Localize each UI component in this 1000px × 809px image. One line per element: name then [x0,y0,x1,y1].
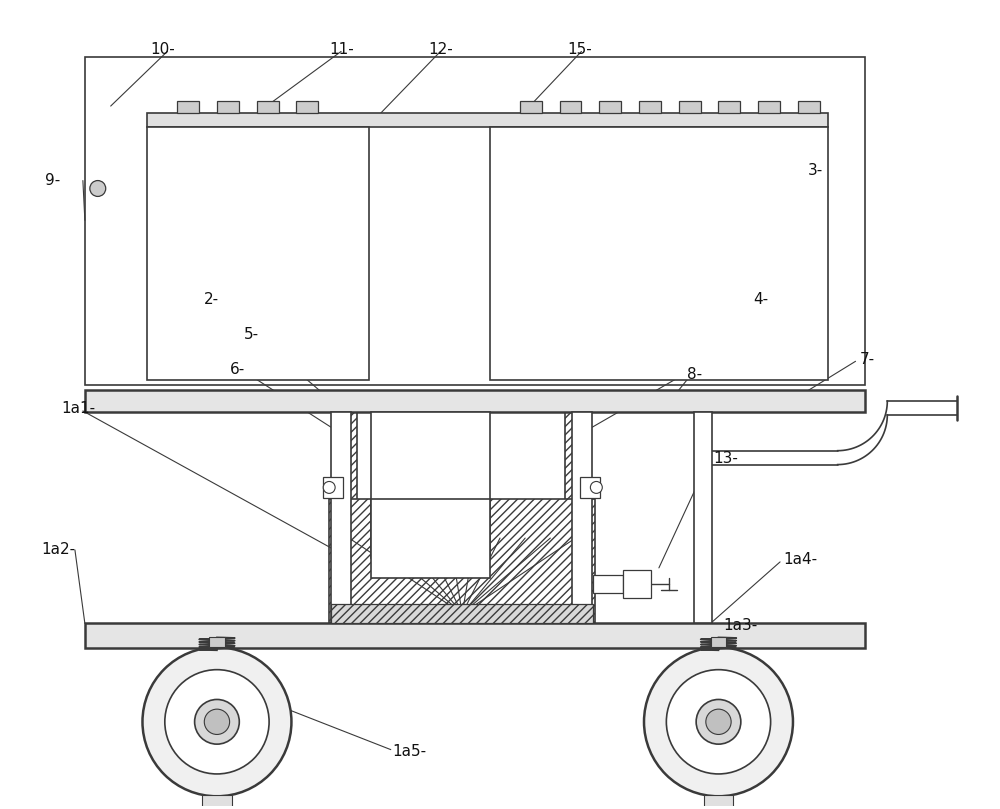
Text: 5-: 5- [244,327,259,342]
Bar [147,113,828,127]
Bar [565,412,582,624]
Bar [329,499,595,624]
Bar [371,499,490,578]
Bar [209,637,225,647]
Text: 10-: 10- [150,42,175,57]
Text: 6-: 6- [230,362,245,377]
Bar [520,101,542,113]
Text: 4-: 4- [753,292,768,307]
Bar [639,101,661,113]
Circle shape [204,709,230,735]
Bar [593,575,623,593]
Text: 9-: 9- [45,173,60,188]
Circle shape [590,481,602,493]
Bar [711,637,726,647]
Bar [798,101,820,113]
Bar [85,624,865,648]
Text: 12-: 12- [428,42,453,57]
Bar [694,412,712,624]
Bar [718,101,740,113]
Text: 1a4-: 1a4- [783,553,817,567]
Text: 1a3-: 1a3- [723,618,758,633]
Bar [580,477,600,498]
Bar [147,127,369,380]
Text: 1a5-: 1a5- [393,744,427,759]
Circle shape [696,700,741,744]
Bar [339,412,357,624]
Bar [257,101,279,113]
Bar [599,101,621,113]
Circle shape [706,709,731,735]
Bar [758,101,780,113]
Circle shape [165,670,269,774]
Bar [85,390,865,412]
Bar [323,477,343,498]
Bar [331,412,351,624]
Text: 1a2-: 1a2- [41,543,75,557]
Bar [85,57,865,385]
Circle shape [666,670,771,774]
Bar [177,101,199,113]
Bar [679,101,701,113]
Bar [331,604,593,624]
Bar [572,412,592,624]
Circle shape [323,481,335,493]
Bar [217,101,239,113]
Bar [371,412,490,558]
Circle shape [195,700,239,744]
Text: 15-: 15- [568,42,592,57]
Circle shape [644,647,793,796]
Text: 3-: 3- [808,163,823,178]
Bar [623,570,651,598]
Circle shape [90,180,106,197]
Text: 2-: 2- [204,292,219,307]
Text: 7-: 7- [860,352,875,366]
Bar [490,127,828,380]
Text: 1a1-: 1a1- [61,401,95,417]
Bar [202,795,232,808]
Bar [296,101,318,113]
Text: 11-: 11- [329,42,354,57]
Text: 8-: 8- [687,366,702,382]
Circle shape [142,647,291,796]
Bar [704,795,733,808]
Text: 13-: 13- [714,451,738,466]
Bar [560,101,581,113]
